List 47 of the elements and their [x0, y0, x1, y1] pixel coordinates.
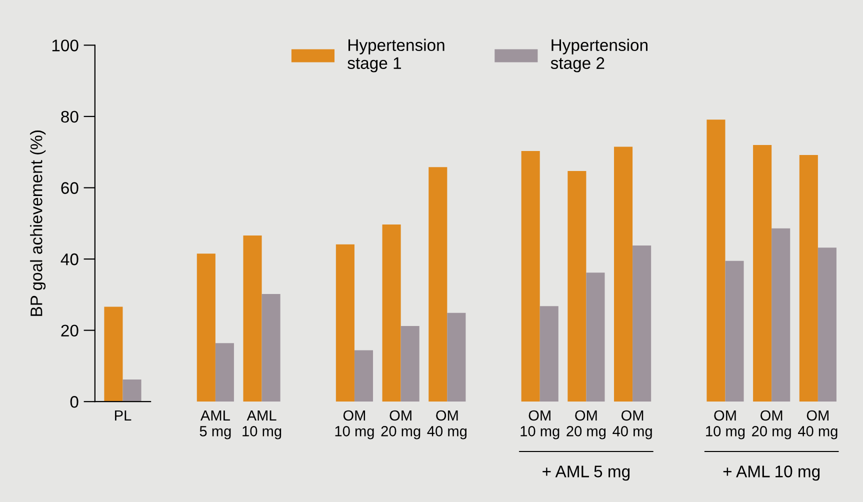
x-tick-label: OM 40 mg: [427, 410, 466, 440]
text: + AML 5 mg: [542, 466, 630, 481]
bar: [772, 228, 790, 402]
y-tick-label: 100: [52, 40, 78, 52]
bar: [632, 245, 652, 402]
bar: [521, 151, 540, 402]
bar: [382, 224, 401, 402]
x-tick-label: OM 10 mg: [520, 410, 560, 440]
x-tick-label: OM 10 mg: [335, 410, 374, 440]
bar: [400, 326, 420, 402]
bar: [196, 254, 216, 402]
bar: [568, 170, 586, 402]
y-tick-label: 40: [60, 253, 78, 266]
bar: [753, 144, 772, 402]
bar: [540, 306, 558, 402]
legend-label: Hypertension stage 1: [348, 38, 444, 72]
x-tick-label: OM 40 mg: [798, 410, 838, 440]
text: + AML 10 mg: [723, 466, 820, 481]
x-tick-label: PL: [115, 410, 132, 420]
bar: [799, 154, 818, 402]
y-tick-label: 20: [61, 324, 78, 337]
x-tick-label: OM 40 mg: [612, 410, 652, 440]
x-tick-label: OM 10 mg: [706, 410, 745, 440]
bar: [354, 350, 374, 402]
y-tick-label: 80: [61, 110, 78, 123]
x-tick-label: AML 10 mg: [242, 410, 282, 440]
y-tick-label: 0: [70, 396, 78, 408]
bar: [104, 306, 123, 402]
y-tick-label: 60: [61, 182, 78, 194]
x-tick-label: OM 20 mg: [566, 410, 606, 440]
bar: [586, 272, 605, 402]
x-tick-label: OM 20 mg: [752, 410, 791, 440]
bar: [428, 167, 448, 402]
bar: [215, 343, 234, 402]
x-tick-label: AML 5 mg: [200, 410, 231, 440]
bar: [818, 248, 836, 402]
bar: [122, 380, 142, 402]
legend-label: Hypertension stage 2: [550, 38, 648, 72]
bar: [614, 146, 633, 402]
bar: [262, 294, 280, 402]
y-axis-title: BP goal achievement (%): [30, 130, 46, 316]
x-tick-label: OM 20 mg: [381, 410, 420, 440]
bar: [706, 120, 726, 402]
bar: [447, 312, 466, 402]
bar: [336, 244, 354, 402]
bar: [243, 236, 262, 402]
bar: [725, 260, 744, 402]
